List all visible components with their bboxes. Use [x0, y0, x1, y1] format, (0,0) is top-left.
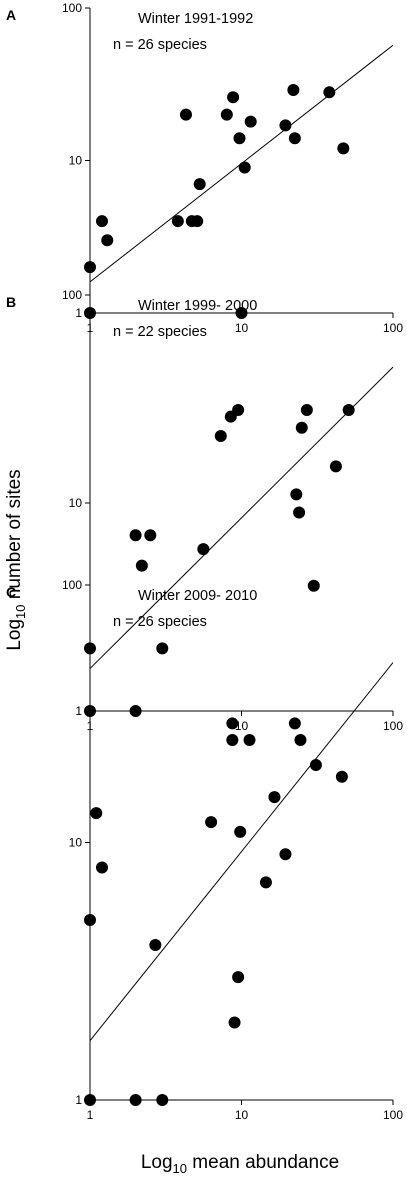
data-point	[228, 1016, 241, 1029]
panel-label: B	[6, 294, 16, 310]
data-point	[279, 119, 292, 132]
x-axis-title-prefix: Log	[141, 1152, 173, 1173]
y-tick-label: 10	[69, 496, 83, 510]
y-tick-label: 100	[62, 578, 82, 592]
x-tick-label: 1	[87, 1108, 94, 1122]
data-point	[329, 460, 342, 473]
x-tick-label: 100	[383, 321, 403, 335]
x-tick-label: 100	[383, 719, 403, 733]
panel-label: A	[6, 7, 16, 23]
x-tick-label: 100	[383, 1108, 403, 1122]
x-axis-title-subscript: 10	[173, 1161, 187, 1176]
panel-annotation: n = 26 species	[113, 37, 207, 53]
panel-annotation: n = 26 species	[113, 614, 207, 630]
data-point	[294, 734, 307, 747]
data-point	[95, 861, 108, 874]
scatter-panel-c: C 1 10 100 1 10 100 Winter 2009- 2010 n = 26 spe…	[6, 578, 403, 1122]
y-tick-label: 10	[69, 836, 83, 850]
data-point	[129, 529, 142, 542]
data-point	[259, 876, 272, 889]
data-point	[227, 91, 240, 104]
data-point	[149, 938, 162, 951]
data-point	[90, 807, 103, 820]
panel-label: C	[6, 584, 16, 600]
data-point	[244, 115, 257, 128]
data-point	[335, 770, 348, 783]
y-axis-title-subscript: 10	[13, 605, 28, 619]
data-point	[288, 717, 301, 730]
scatter-panel-b: B 1 10 100 1 10 100 Winter 1999- 2000 n = 22 spe…	[6, 288, 403, 733]
data-point	[293, 506, 306, 519]
data-point	[268, 791, 281, 804]
data-point	[287, 83, 300, 96]
data-point	[232, 403, 245, 416]
data-point	[84, 914, 96, 927]
x-axis-title-rest: mean abundance	[187, 1152, 339, 1173]
data-point	[95, 215, 108, 228]
y-tick-label: 1	[75, 1093, 82, 1107]
data-point	[197, 543, 210, 556]
y-tick-label: 1	[75, 704, 82, 718]
data-point	[156, 1094, 169, 1106]
panel-annotation: n = 22 species	[113, 324, 207, 340]
data-point	[101, 234, 114, 247]
data-point	[179, 108, 192, 121]
data-point	[144, 529, 157, 542]
data-point	[309, 758, 322, 771]
panel-annotation: Winter 1999- 2000	[138, 298, 257, 314]
data-point	[295, 421, 308, 434]
data-point	[226, 734, 239, 747]
y-axis-title: Log10 number of sites	[4, 469, 28, 650]
y-tick-label: 100	[62, 288, 82, 302]
data-point	[243, 734, 256, 747]
data-point	[233, 132, 246, 145]
y-axis-title-prefix: Log	[4, 619, 25, 651]
data-point	[205, 816, 218, 829]
y-tick-label: 100	[62, 1, 82, 15]
data-point	[129, 1094, 142, 1106]
data-point	[300, 403, 313, 416]
data-point	[171, 215, 184, 228]
data-point	[226, 717, 239, 730]
trend-line	[89, 662, 394, 1041]
data-point	[288, 132, 301, 145]
x-axis-title: Log10 mean abundance	[141, 1152, 339, 1176]
data-point	[84, 261, 96, 274]
data-point	[135, 559, 148, 572]
data-point	[129, 705, 142, 717]
data-point	[193, 178, 206, 191]
y-axis-title-rest: number of sites	[4, 469, 25, 604]
data-point	[307, 579, 320, 592]
data-point	[214, 429, 227, 442]
data-point	[235, 307, 248, 319]
x-tick-label: 10	[235, 321, 249, 335]
data-point	[290, 488, 303, 501]
data-point	[323, 86, 336, 99]
data-point	[84, 1094, 96, 1106]
data-point	[342, 403, 355, 416]
data-point	[232, 971, 245, 984]
y-tick-label: 1	[75, 306, 82, 320]
data-point	[238, 161, 251, 174]
panel-annotation: Winter 2009- 2010	[138, 588, 257, 604]
y-tick-label: 10	[69, 154, 83, 168]
data-point	[234, 825, 247, 838]
trend-line	[89, 366, 394, 669]
x-tick-label: 10	[235, 1108, 249, 1122]
data-point	[191, 215, 204, 228]
data-point	[220, 108, 233, 121]
panel-annotation: Winter 1991-1992	[138, 11, 253, 27]
data-point	[337, 142, 350, 155]
data-point	[156, 642, 169, 655]
data-point	[279, 848, 292, 861]
